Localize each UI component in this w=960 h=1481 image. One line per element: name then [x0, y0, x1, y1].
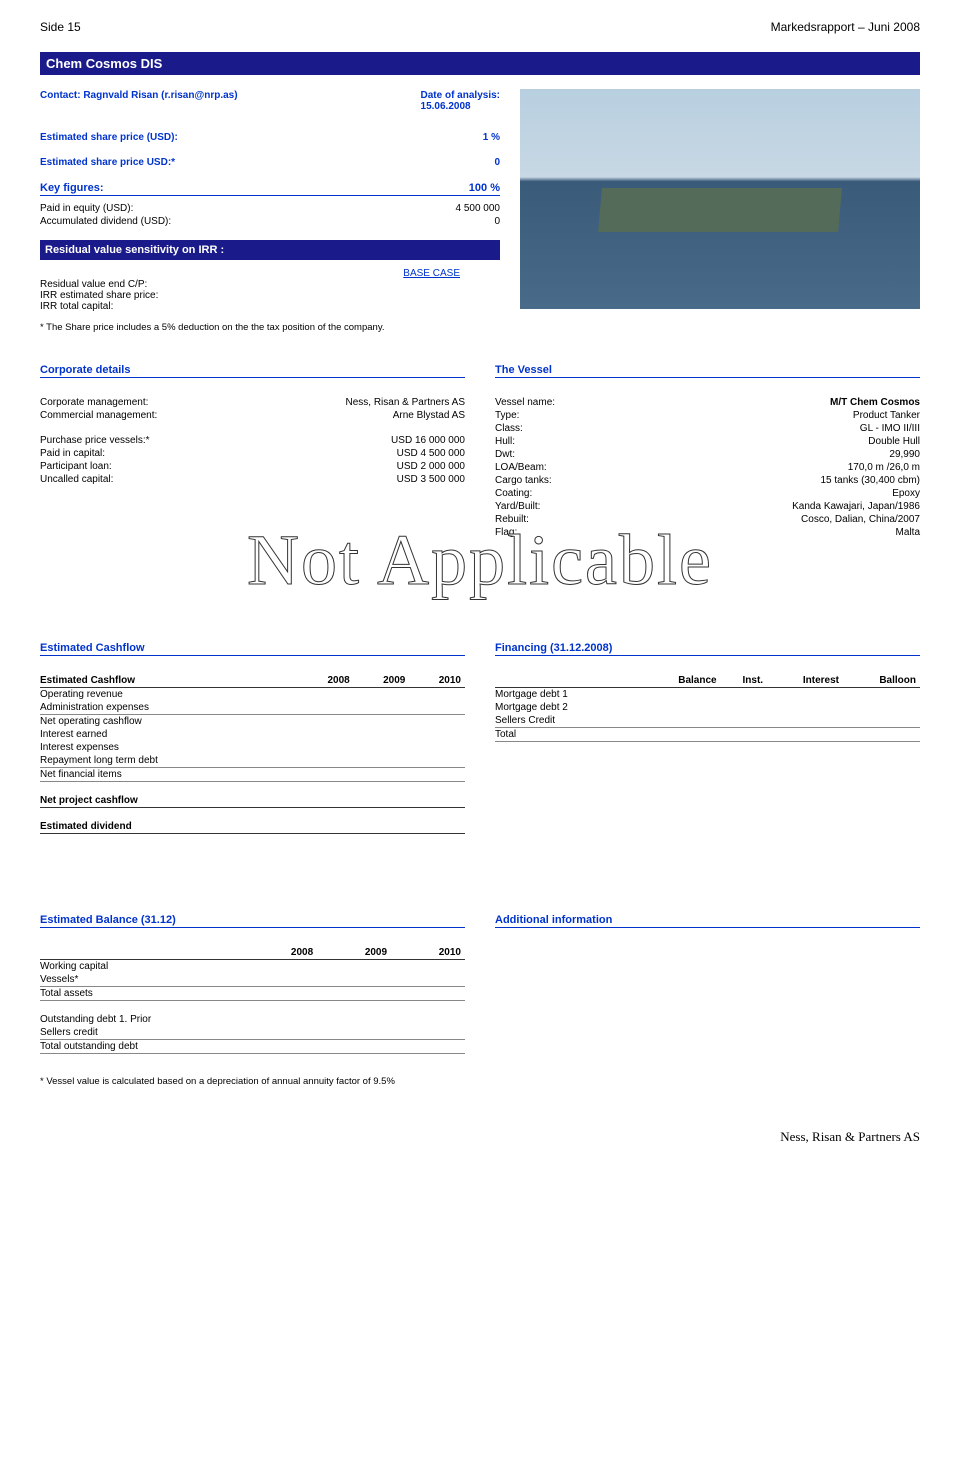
- date-value: 15.06.2008: [421, 101, 500, 112]
- cashflow-row: Repayment long term debt: [40, 754, 465, 768]
- corporate-vessel-section: Corporate details Corporate management:N…: [40, 364, 920, 539]
- key-figures-header-value: 100 %: [469, 182, 500, 194]
- balance-row: Vessels*: [40, 973, 465, 987]
- balance-header: Estimated Balance (31.12): [40, 914, 465, 928]
- corporate-header: Corporate details: [40, 364, 465, 378]
- corporate-row: Commercial management:Arne Blystad AS: [40, 409, 465, 422]
- balance-additional-section: Estimated Balance (31.12) 2008 2009 2010…: [40, 914, 920, 1088]
- corporate-row: Uncalled capital:USD 3 500 000: [40, 473, 465, 486]
- cashflow-row: Net financial items: [40, 768, 465, 782]
- vessel-value-note: * Vessel value is calculated based on a …: [40, 1076, 465, 1088]
- balance-row: Sellers credit: [40, 1026, 465, 1040]
- est-share-price-label: Estimated share price (USD):: [40, 132, 483, 143]
- cashflow-row: Interest expenses: [40, 741, 465, 754]
- balance-table: 2008 2009 2010 Working capitalVessels*To…: [40, 946, 465, 1001]
- net-project-cashflow: Net project cashflow: [40, 794, 420, 808]
- residual-row: Residual value end C/P:: [40, 279, 500, 290]
- vessel-row: Flag:Malta: [495, 526, 920, 539]
- key-figures-header: Key figures:: [40, 182, 469, 194]
- vessel-row: Coating:Epoxy: [495, 487, 920, 500]
- cashflow-row: Administration expenses: [40, 701, 465, 715]
- vessel-row: Yard/Built:Kanda Kawajari, Japan/1986: [495, 500, 920, 513]
- cashflow-table: Estimated Cashflow 2008 2009 2010 Operat…: [40, 674, 465, 782]
- residual-row: IRR total capital:: [40, 301, 500, 312]
- vessel-row: Dwt:29,990: [495, 448, 920, 461]
- vessel-row: Hull:Double Hull: [495, 435, 920, 448]
- financing-header: Financing (31.12.2008): [495, 642, 920, 656]
- date-label: Date of analysis:: [421, 90, 500, 101]
- corporate-row: Corporate management:Ness, Risan & Partn…: [40, 396, 465, 409]
- footer-company: Ness, Risan & Partners AS: [40, 1129, 920, 1145]
- corporate-row: Paid in capital:USD 4 500 000: [40, 447, 465, 460]
- top-section: Contact: Ragnvald Risan (r.risan@nrp.as)…: [40, 89, 920, 334]
- residual-row: IRR estimated share price:: [40, 290, 500, 301]
- financing-row: Mortgage debt 1: [495, 688, 920, 702]
- residual-header: Residual value sensitivity on IRR :: [40, 240, 500, 260]
- cashflow-financing-section: Estimated Cashflow Estimated Cashflow 20…: [40, 642, 920, 834]
- contact-line: Contact: Ragnvald Risan (r.risan@nrp.as): [40, 90, 421, 112]
- balance-row: Total outstanding debt: [40, 1040, 465, 1054]
- document-title: Chem Cosmos DIS: [40, 52, 920, 75]
- base-case-label: BASE CASE: [40, 268, 500, 279]
- report-title-right: Markedsrapport – Juni 2008: [771, 20, 920, 34]
- financing-row: Mortgage debt 2: [495, 701, 920, 714]
- vessel-row: Vessel name:M/T Chem Cosmos: [495, 396, 920, 409]
- financing-table: Balance Inst. Interest Balloon Mortgage …: [495, 674, 920, 742]
- vessel-header: The Vessel: [495, 364, 920, 378]
- vessel-row: Cargo tanks:15 tanks (30,400 cbm): [495, 474, 920, 487]
- vessel-row: Rebuilt:Cosco, Dalian, China/2007: [495, 513, 920, 526]
- page-number-left: Side 15: [40, 20, 81, 34]
- estimated-dividend: Estimated dividend: [40, 820, 418, 834]
- corporate-row: Purchase price vessels:*USD 16 000 000: [40, 434, 465, 447]
- financing-row: Sellers Credit: [495, 714, 920, 728]
- vessel-row: LOA/Beam:170,0 m /26,0 m: [495, 461, 920, 474]
- cashflow-row: Operating revenue: [40, 688, 465, 702]
- vessel-row: Type:Product Tanker: [495, 409, 920, 422]
- corporate-row: Participant loan:USD 2 000 000: [40, 460, 465, 473]
- key-figure-row: Paid in equity (USD):4 500 000: [40, 202, 500, 215]
- est-share-price-value: 1 %: [483, 132, 500, 143]
- financing-row: Total: [495, 728, 920, 742]
- cashflow-col-header: Estimated Cashflow: [40, 674, 298, 688]
- additional-header: Additional information: [495, 914, 920, 928]
- vessel-image: [520, 89, 920, 309]
- cashflow-row: Interest earned: [40, 728, 465, 741]
- cashflow-header: Estimated Cashflow: [40, 642, 465, 656]
- balance-row: Working capital: [40, 960, 465, 974]
- balance-row: Outstanding debt 1. Prior: [40, 1013, 465, 1026]
- est-share-price-usd-value: 0: [494, 157, 500, 168]
- page-header: Side 15 Markedsrapport – Juni 2008: [40, 20, 920, 34]
- vessel-row: Class:GL - IMO II/III: [495, 422, 920, 435]
- cashflow-row: Net operating cashflow: [40, 715, 465, 729]
- balance-row: Total assets: [40, 987, 465, 1001]
- share-price-note: * The Share price includes a 5% deductio…: [40, 322, 500, 334]
- est-share-price-usd-label: Estimated share price USD:*: [40, 157, 494, 168]
- key-figure-row: Accumulated dividend (USD):0: [40, 215, 500, 228]
